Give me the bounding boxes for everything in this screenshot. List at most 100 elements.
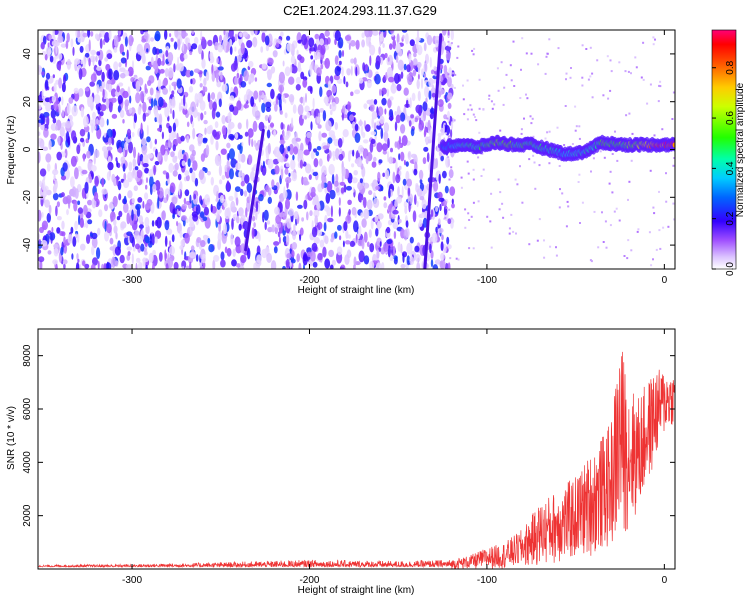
noise-cell (347, 101, 351, 112)
noise-cell (263, 209, 269, 221)
noise-cell (230, 158, 237, 168)
noise-cell (277, 231, 281, 238)
noise-cell (567, 205, 570, 208)
noise-cell (296, 49, 299, 56)
noise-cell (160, 60, 165, 66)
noise-cell (135, 257, 141, 263)
noise-cell (138, 224, 144, 229)
noise-cell (383, 196, 387, 201)
noise-cell (585, 48, 588, 50)
noise-cell (396, 41, 400, 53)
noise-cell (530, 122, 533, 125)
noise-cell (334, 231, 338, 239)
noise-cell (205, 71, 210, 81)
noise-cell (139, 91, 144, 103)
noise-cell (350, 40, 356, 47)
noise-cell (40, 124, 45, 131)
noise-cell (271, 179, 275, 188)
y-tick-label: 40 (22, 48, 33, 60)
noise-cell (61, 220, 65, 230)
noise-cell (422, 109, 427, 122)
noise-cell (221, 204, 224, 210)
noise-cell (630, 159, 633, 162)
noise-cell (142, 101, 147, 113)
noise-cell (519, 165, 521, 168)
noise-cell (49, 232, 56, 241)
noise-cell (334, 30, 341, 42)
noise-cell (395, 114, 401, 124)
noise-cell (291, 50, 295, 57)
snr-series-line (38, 351, 675, 569)
noise-cell (199, 83, 203, 88)
noise-cell (313, 158, 319, 168)
noise-cell (285, 176, 292, 184)
noise-cell (234, 33, 238, 42)
noise-cell (45, 189, 52, 196)
noise-cell (189, 51, 193, 56)
noise-cell (106, 53, 113, 60)
noise-cell (214, 155, 221, 167)
noise-cell (108, 137, 112, 146)
noise-cell (266, 82, 272, 88)
noise-cell (185, 69, 192, 78)
noise-cell (58, 53, 63, 61)
noise-cell (324, 30, 330, 37)
noise-cell (319, 86, 323, 98)
noise-cell (373, 156, 377, 162)
noise-cell (238, 223, 242, 231)
noise-cell (314, 33, 320, 40)
noise-cell (657, 100, 660, 103)
noise-cell (41, 89, 44, 100)
snr-line-plot (38, 351, 675, 569)
noise-cell (361, 218, 367, 228)
noise-cell (90, 232, 93, 237)
noise-cell (382, 43, 385, 48)
noise-cell (264, 221, 267, 231)
noise-cell (549, 245, 552, 248)
noise-cell (176, 222, 182, 234)
noise-cell (363, 208, 370, 220)
noise-cell (445, 206, 448, 209)
noise-cell (332, 150, 336, 158)
noise-cell (428, 90, 432, 100)
noise-cell (235, 55, 242, 63)
noise-cell (381, 31, 384, 37)
noise-cell (160, 144, 166, 156)
noise-cell (92, 124, 96, 131)
noise-cell (126, 254, 131, 261)
noise-cell (613, 210, 616, 213)
noise-cell (390, 83, 397, 94)
noise-cell (370, 131, 377, 136)
colorbar (712, 30, 736, 269)
noise-cell (447, 78, 452, 87)
noise-cell (230, 200, 236, 213)
noise-cell (77, 207, 84, 214)
noise-cell (168, 102, 171, 108)
noise-cell (312, 97, 315, 110)
noise-cell (236, 216, 240, 224)
noise-cell (440, 241, 444, 252)
noise-cell (336, 246, 343, 256)
noise-cell (82, 32, 88, 38)
x-tick-label: -100 (477, 275, 497, 286)
noise-cell (472, 53, 475, 56)
noise-cell (627, 70, 630, 73)
noise-cell (65, 195, 72, 204)
noise-cell (400, 243, 403, 254)
noise-cell (158, 96, 164, 108)
noise-cell (456, 56, 459, 59)
noise-cell (79, 128, 86, 137)
noise-cell (623, 255, 626, 257)
noise-cell (137, 197, 143, 203)
noise-cell (246, 118, 249, 130)
noise-cell (38, 248, 42, 255)
noise-cell (559, 188, 561, 191)
noise-cell (89, 81, 95, 87)
noise-cell (55, 41, 60, 46)
y-tick-label: 0 (22, 146, 33, 152)
noise-cell (274, 165, 280, 175)
noise-cell (159, 68, 165, 74)
noise-cell (538, 164, 541, 167)
noise-cell (141, 38, 147, 43)
noise-cell (61, 96, 64, 106)
